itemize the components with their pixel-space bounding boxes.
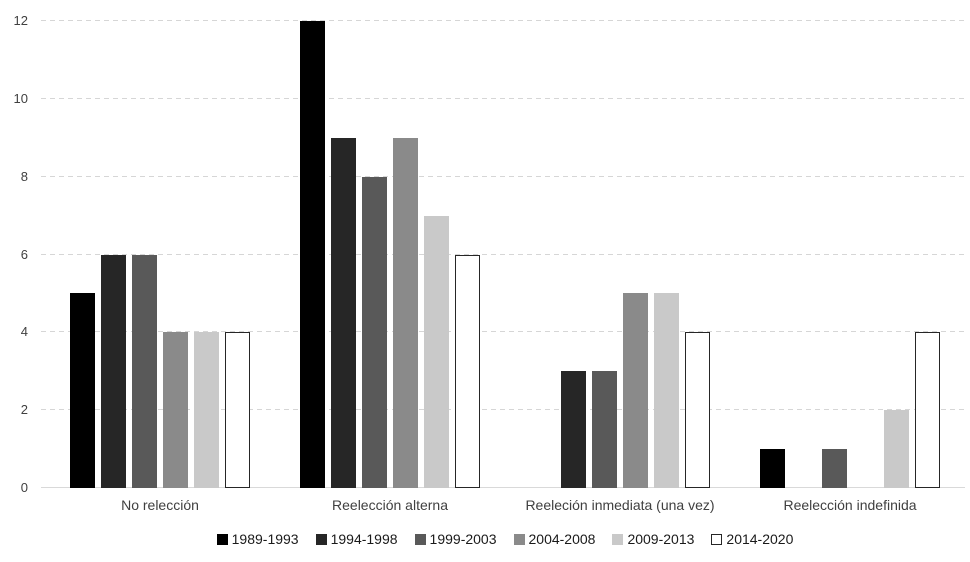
bar <box>194 332 219 488</box>
bar-group <box>275 21 505 488</box>
y-tick-label: 4 <box>20 324 28 340</box>
x-axis-label: Reeleción inmediata (una vez) <box>525 497 715 513</box>
bar-group <box>45 21 275 488</box>
legend-label: 2014-2020 <box>726 531 794 547</box>
bar <box>300 21 325 488</box>
legend-label: 1989-1993 <box>231 531 299 547</box>
x-axis-label: Reelección alterna <box>332 497 448 513</box>
bar-group <box>505 21 735 488</box>
y-tick-label: 10 <box>13 90 28 106</box>
y-tick-label: 2 <box>20 402 28 418</box>
legend-label: 1994-1998 <box>330 531 398 547</box>
bar <box>592 371 617 488</box>
bar <box>654 293 679 488</box>
x-axis-label: Reelección indefinida <box>783 497 917 513</box>
bar-groups <box>45 21 965 488</box>
legend-label: 1999-2003 <box>429 531 497 547</box>
bar <box>455 254 480 488</box>
bar <box>685 332 710 488</box>
bar <box>132 254 157 488</box>
legend: 1989-1993 1994-1998 1999-2003 2004-2008 2009… <box>45 531 965 547</box>
y-axis: 0 2 4 6 8 10 12 <box>0 0 34 562</box>
x-axis-line <box>41 487 965 488</box>
bar <box>915 332 940 488</box>
legend-swatch-icon <box>711 533 723 545</box>
bar <box>424 215 449 488</box>
legend-item: 1999-2003 <box>414 531 497 547</box>
bar <box>225 332 250 488</box>
legend-item: 1994-1998 <box>315 531 398 547</box>
gridline-y-4 <box>41 331 965 333</box>
legend-swatch-icon <box>414 533 426 545</box>
legend-swatch-icon <box>513 533 525 545</box>
legend-swatch-icon <box>315 533 327 545</box>
gridline-y-2 <box>41 409 965 411</box>
bar <box>331 137 356 488</box>
legend-item: 2014-2020 <box>711 531 793 547</box>
y-tick-label: 12 <box>13 13 28 28</box>
legend-item: 2009-2013 <box>612 531 694 547</box>
bar <box>362 176 387 488</box>
gridline-y-6 <box>41 253 965 255</box>
bar-group <box>735 21 965 488</box>
bar <box>884 410 909 488</box>
legend-swatch-icon <box>612 533 624 545</box>
bar <box>822 449 847 488</box>
y-tick-label: 0 <box>20 480 28 495</box>
bar <box>393 137 418 488</box>
legend-label: 2009-2013 <box>627 531 695 547</box>
y-tick-label: 6 <box>20 246 28 262</box>
x-axis-labels: No relección Reelección alterna Reeleción … <box>45 497 965 513</box>
gridline-y-8 <box>41 175 965 177</box>
bar <box>561 371 586 488</box>
y-tick-label: 8 <box>20 168 28 184</box>
legend-item: 1989-1993 <box>216 531 299 547</box>
gridline-y-12 <box>41 20 965 21</box>
legend-swatch-icon <box>216 533 228 545</box>
legend-label: 2004-2008 <box>528 531 596 547</box>
plot-area <box>41 20 965 488</box>
bar <box>760 449 785 488</box>
bar <box>70 293 95 488</box>
x-axis-label: No relección <box>121 497 199 513</box>
bar <box>163 332 188 488</box>
bar <box>101 254 126 488</box>
gridline-y-10 <box>41 97 965 99</box>
bar <box>623 293 648 488</box>
legend-item: 2004-2008 <box>513 531 596 547</box>
